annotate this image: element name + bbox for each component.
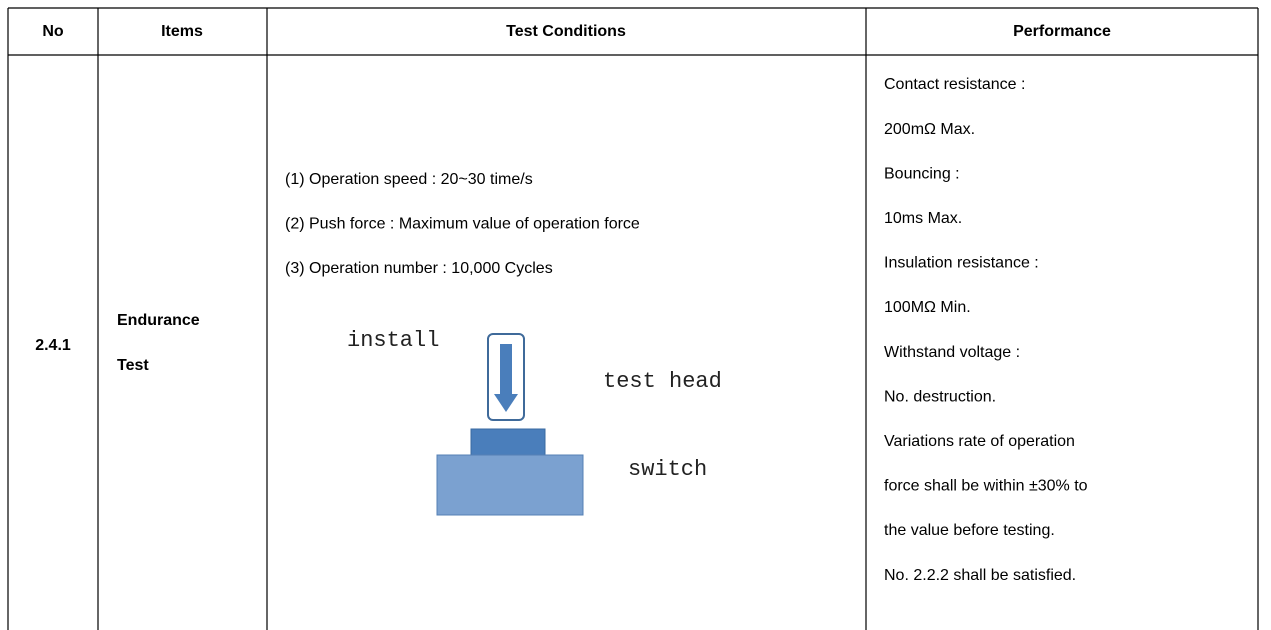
header-cell: Test Conditions [506,23,626,40]
performance-line: 200mΩ Max. [884,121,975,138]
row-number: 2.4.1 [35,337,71,354]
condition-line: (3) Operation number : 10,000 Cycles [285,260,553,277]
switch-body [436,454,584,516]
performance-line: Variations rate of operation [884,433,1075,450]
item-name: Test [117,357,149,374]
condition-line: (1) Operation speed : 20~30 time/s [285,171,533,188]
item-name: Endurance [117,312,200,329]
diagram: install test head switch [347,328,722,516]
performance-line: 100MΩ Min. [884,299,971,316]
performance-line: No. destruction. [884,388,996,405]
install-box [487,333,525,421]
performance-line: 10ms Max. [884,210,962,227]
condition-line: (2) Push force : Maximum value of operat… [285,216,640,233]
arrow-head [494,394,518,412]
grid [7,7,1259,630]
arrow-shaft [500,344,512,394]
performance-line: Withstand voltage : [884,344,1020,361]
diagram-label: switch [628,457,707,482]
performance-line: No. 2.2.2 shall be satisfied. [884,567,1076,584]
diagram-label: install [347,328,439,353]
diagram-label: test head [603,369,722,394]
performance-line: Contact resistance : [884,76,1025,93]
header-cell: Items [161,23,203,40]
header-cell: No [42,23,64,40]
performance-line: force shall be within ±30% to [884,478,1088,495]
header-cell: Performance [1013,23,1111,40]
performance-line: Bouncing : [884,165,960,182]
performance-line: Insulation resistance : [884,255,1039,272]
performance-line: the value before testing. [884,522,1055,539]
test-head [470,428,546,456]
